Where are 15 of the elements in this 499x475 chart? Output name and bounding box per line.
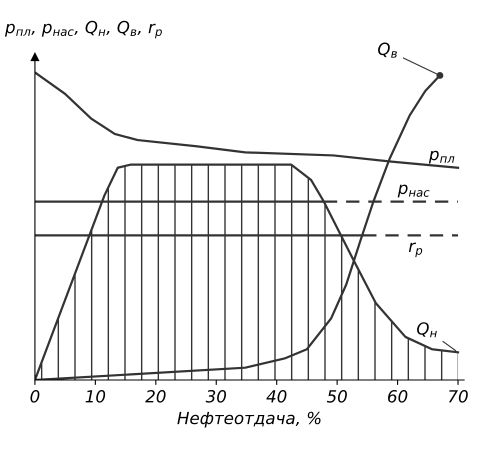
- series-label: Q$_{н}$: [417, 322, 437, 338]
- x-tick-label: 40: [266, 390, 286, 403]
- x-tick-label: 70: [448, 390, 468, 403]
- x-tick-label: 0: [30, 390, 40, 403]
- text: Q$_{в}$: [378, 42, 397, 58]
- text: p$_{пл}$, p$_{нас}$, Q$_{н}$, Q$_{в}$, r$_{р}$: [4, 20, 162, 38]
- x-tick-label: 10: [86, 390, 106, 403]
- series-label: p$_{пл}$: [428, 150, 454, 164]
- x-tick-label: 60: [388, 390, 408, 403]
- x-tick-label: 50: [326, 390, 347, 403]
- x-tick-label: 20: [145, 390, 166, 403]
- x-axis-title: Нефтеотдача, %: [177, 412, 321, 428]
- series-label: r$_{р}$: [408, 242, 422, 258]
- x-tick-label: 30: [206, 390, 226, 403]
- series-label: p$_{нас}$: [398, 184, 430, 198]
